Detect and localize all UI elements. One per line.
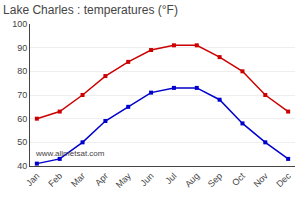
svg-text:Jan: Jan: [24, 171, 41, 188]
svg-text:Lake Charles : temperatures (°: Lake Charles : temperatures (°F): [3, 3, 178, 17]
svg-text:Aug: Aug: [183, 171, 201, 189]
svg-text:90: 90: [17, 43, 27, 53]
svg-text:Feb: Feb: [46, 171, 64, 189]
svg-text:40: 40: [17, 161, 27, 171]
svg-text:May: May: [114, 170, 133, 189]
svg-text:Dec: Dec: [274, 170, 293, 189]
svg-text:Nov: Nov: [252, 170, 271, 189]
svg-text:Apr: Apr: [93, 171, 110, 188]
svg-text:70: 70: [17, 90, 27, 100]
svg-text:Mar: Mar: [69, 171, 87, 189]
svg-text:Jul: Jul: [163, 171, 178, 186]
svg-text:Jun: Jun: [138, 171, 155, 188]
svg-text:Oct: Oct: [230, 170, 247, 187]
svg-text:www.allmetsat.com: www.allmetsat.com: [35, 149, 105, 158]
svg-text:80: 80: [17, 66, 27, 76]
svg-text:60: 60: [17, 114, 27, 124]
svg-text:Sep: Sep: [206, 171, 224, 189]
svg-text:50: 50: [17, 137, 27, 147]
svg-text:100: 100: [12, 19, 27, 29]
